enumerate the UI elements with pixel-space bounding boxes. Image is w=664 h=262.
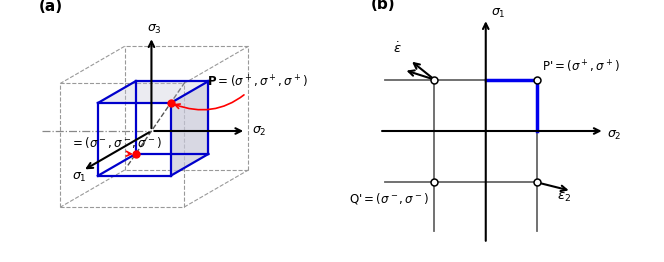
Text: $\dot{\varepsilon}_2$: $\dot{\varepsilon}_2$ xyxy=(557,187,571,204)
Text: $\sigma_1$: $\sigma_1$ xyxy=(72,171,86,184)
Text: $\sigma_2$: $\sigma_2$ xyxy=(607,129,622,143)
Text: $\sigma_1$: $\sigma_1$ xyxy=(491,7,505,20)
Text: (a): (a) xyxy=(39,0,63,14)
Polygon shape xyxy=(98,81,208,103)
Text: $\sigma_2$: $\sigma_2$ xyxy=(252,125,266,138)
Text: $\mathbf{P}=(\sigma^+,\sigma^+,\sigma^+)$: $\mathbf{P}=(\sigma^+,\sigma^+,\sigma^+)… xyxy=(175,74,307,110)
Text: (b): (b) xyxy=(371,0,395,12)
Text: $\dot{\varepsilon}$: $\dot{\varepsilon}$ xyxy=(393,41,402,56)
Text: Q'$=(\sigma^-,\sigma^-)$: Q'$=(\sigma^-,\sigma^-)$ xyxy=(349,191,430,206)
Text: $\sigma_3$: $\sigma_3$ xyxy=(147,23,162,36)
Text: $=(\sigma^-,\sigma^-,\sigma^-)$: $=(\sigma^-,\sigma^-,\sigma^-)$ xyxy=(70,135,162,156)
Polygon shape xyxy=(171,81,208,176)
Text: P'$=(\sigma^+,\sigma^+)$: P'$=(\sigma^+,\sigma^+)$ xyxy=(542,58,620,75)
